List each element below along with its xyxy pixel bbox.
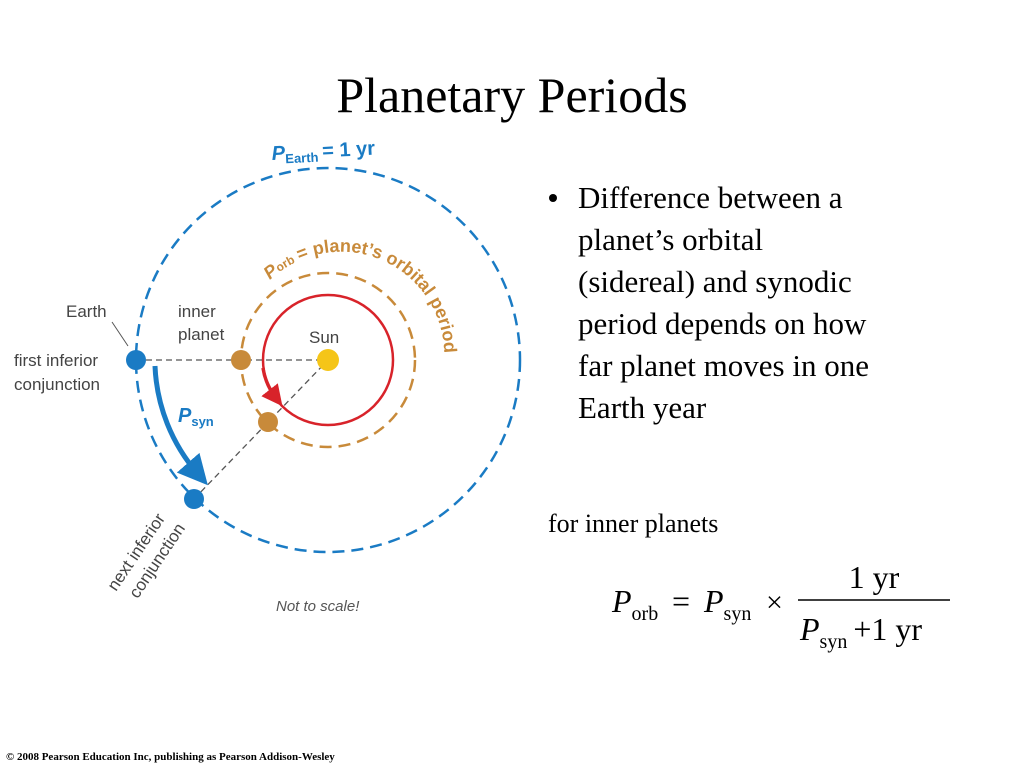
sun-label: Sun <box>309 328 339 347</box>
earth-orbit-label: PEarth = 1 yr <box>271 138 376 167</box>
earth-orbit <box>134 166 522 554</box>
subscript: orb <box>632 603 659 625</box>
planet-dot <box>258 412 278 432</box>
planet-orbit-label: Porb= planet’s orbital period <box>259 236 460 354</box>
times: × <box>766 586 783 619</box>
bullet-line: planet’s orbital <box>578 222 763 257</box>
bullet-line: Earth year <box>578 390 707 425</box>
symbol: P <box>271 142 286 165</box>
red-orbit <box>261 293 395 427</box>
formula: for inner planets Porb = Psyn × 1 yr Psy… <box>548 509 950 653</box>
footer: © 2008 Pearson Education Inc, publishing… <box>6 751 335 763</box>
subscript: syn <box>820 631 848 653</box>
earth-dot <box>126 350 146 370</box>
first-conjunction-label: conjunction <box>14 375 100 394</box>
bullet-line: period depends on how <box>578 306 867 341</box>
symbol: P <box>799 611 820 647</box>
rhs: Psyn <box>703 583 751 625</box>
inner-planet-label: inner <box>178 302 216 321</box>
earth-arrow <box>152 365 208 486</box>
symbol: P <box>178 405 192 427</box>
planet-dot <box>231 350 251 370</box>
next-conjunction-label: next inferior conjunction <box>104 510 189 602</box>
sun <box>317 349 339 371</box>
plus: + <box>853 611 871 647</box>
planet-arrow <box>261 367 283 407</box>
subscript: syn <box>724 603 752 625</box>
text: = 1 yr <box>322 138 376 163</box>
bullet-line: (sidereal) and synodic <box>578 264 852 299</box>
bullet: Difference between a planet’s orbital (s… <box>549 180 869 425</box>
pointer <box>111 321 129 347</box>
title: Planetary Periods <box>336 67 687 123</box>
diagram: PEarth = 1 yr Porb= planet’s orbital peri… <box>14 138 522 615</box>
label-path: Porb= planet’s orbital period <box>259 236 460 354</box>
lhs: Porb <box>611 583 658 625</box>
denominator: Psyn +1 yr <box>799 611 922 653</box>
inner-planet-label: planet <box>178 325 225 344</box>
alignment-line <box>193 359 329 500</box>
subscript: syn <box>191 414 213 429</box>
note: Not to scale! <box>276 598 360 615</box>
earth-label: Earth <box>66 302 107 321</box>
bullet-line: Difference between a <box>578 180 843 215</box>
synodic-label: Psyn <box>178 405 214 429</box>
bullet-line: far planet moves in one <box>578 348 869 383</box>
earth-dot <box>184 489 204 509</box>
caption: for inner planets <box>548 509 718 538</box>
first-conjunction-label: first inferior <box>14 351 98 370</box>
numerator: 1 yr <box>849 559 900 595</box>
symbol: P <box>611 583 632 619</box>
symbol: P <box>703 583 724 619</box>
subscript: Earth <box>285 150 319 167</box>
term: 1 yr <box>871 611 922 647</box>
equals: = <box>672 583 690 619</box>
bullet-dot <box>549 194 557 202</box>
